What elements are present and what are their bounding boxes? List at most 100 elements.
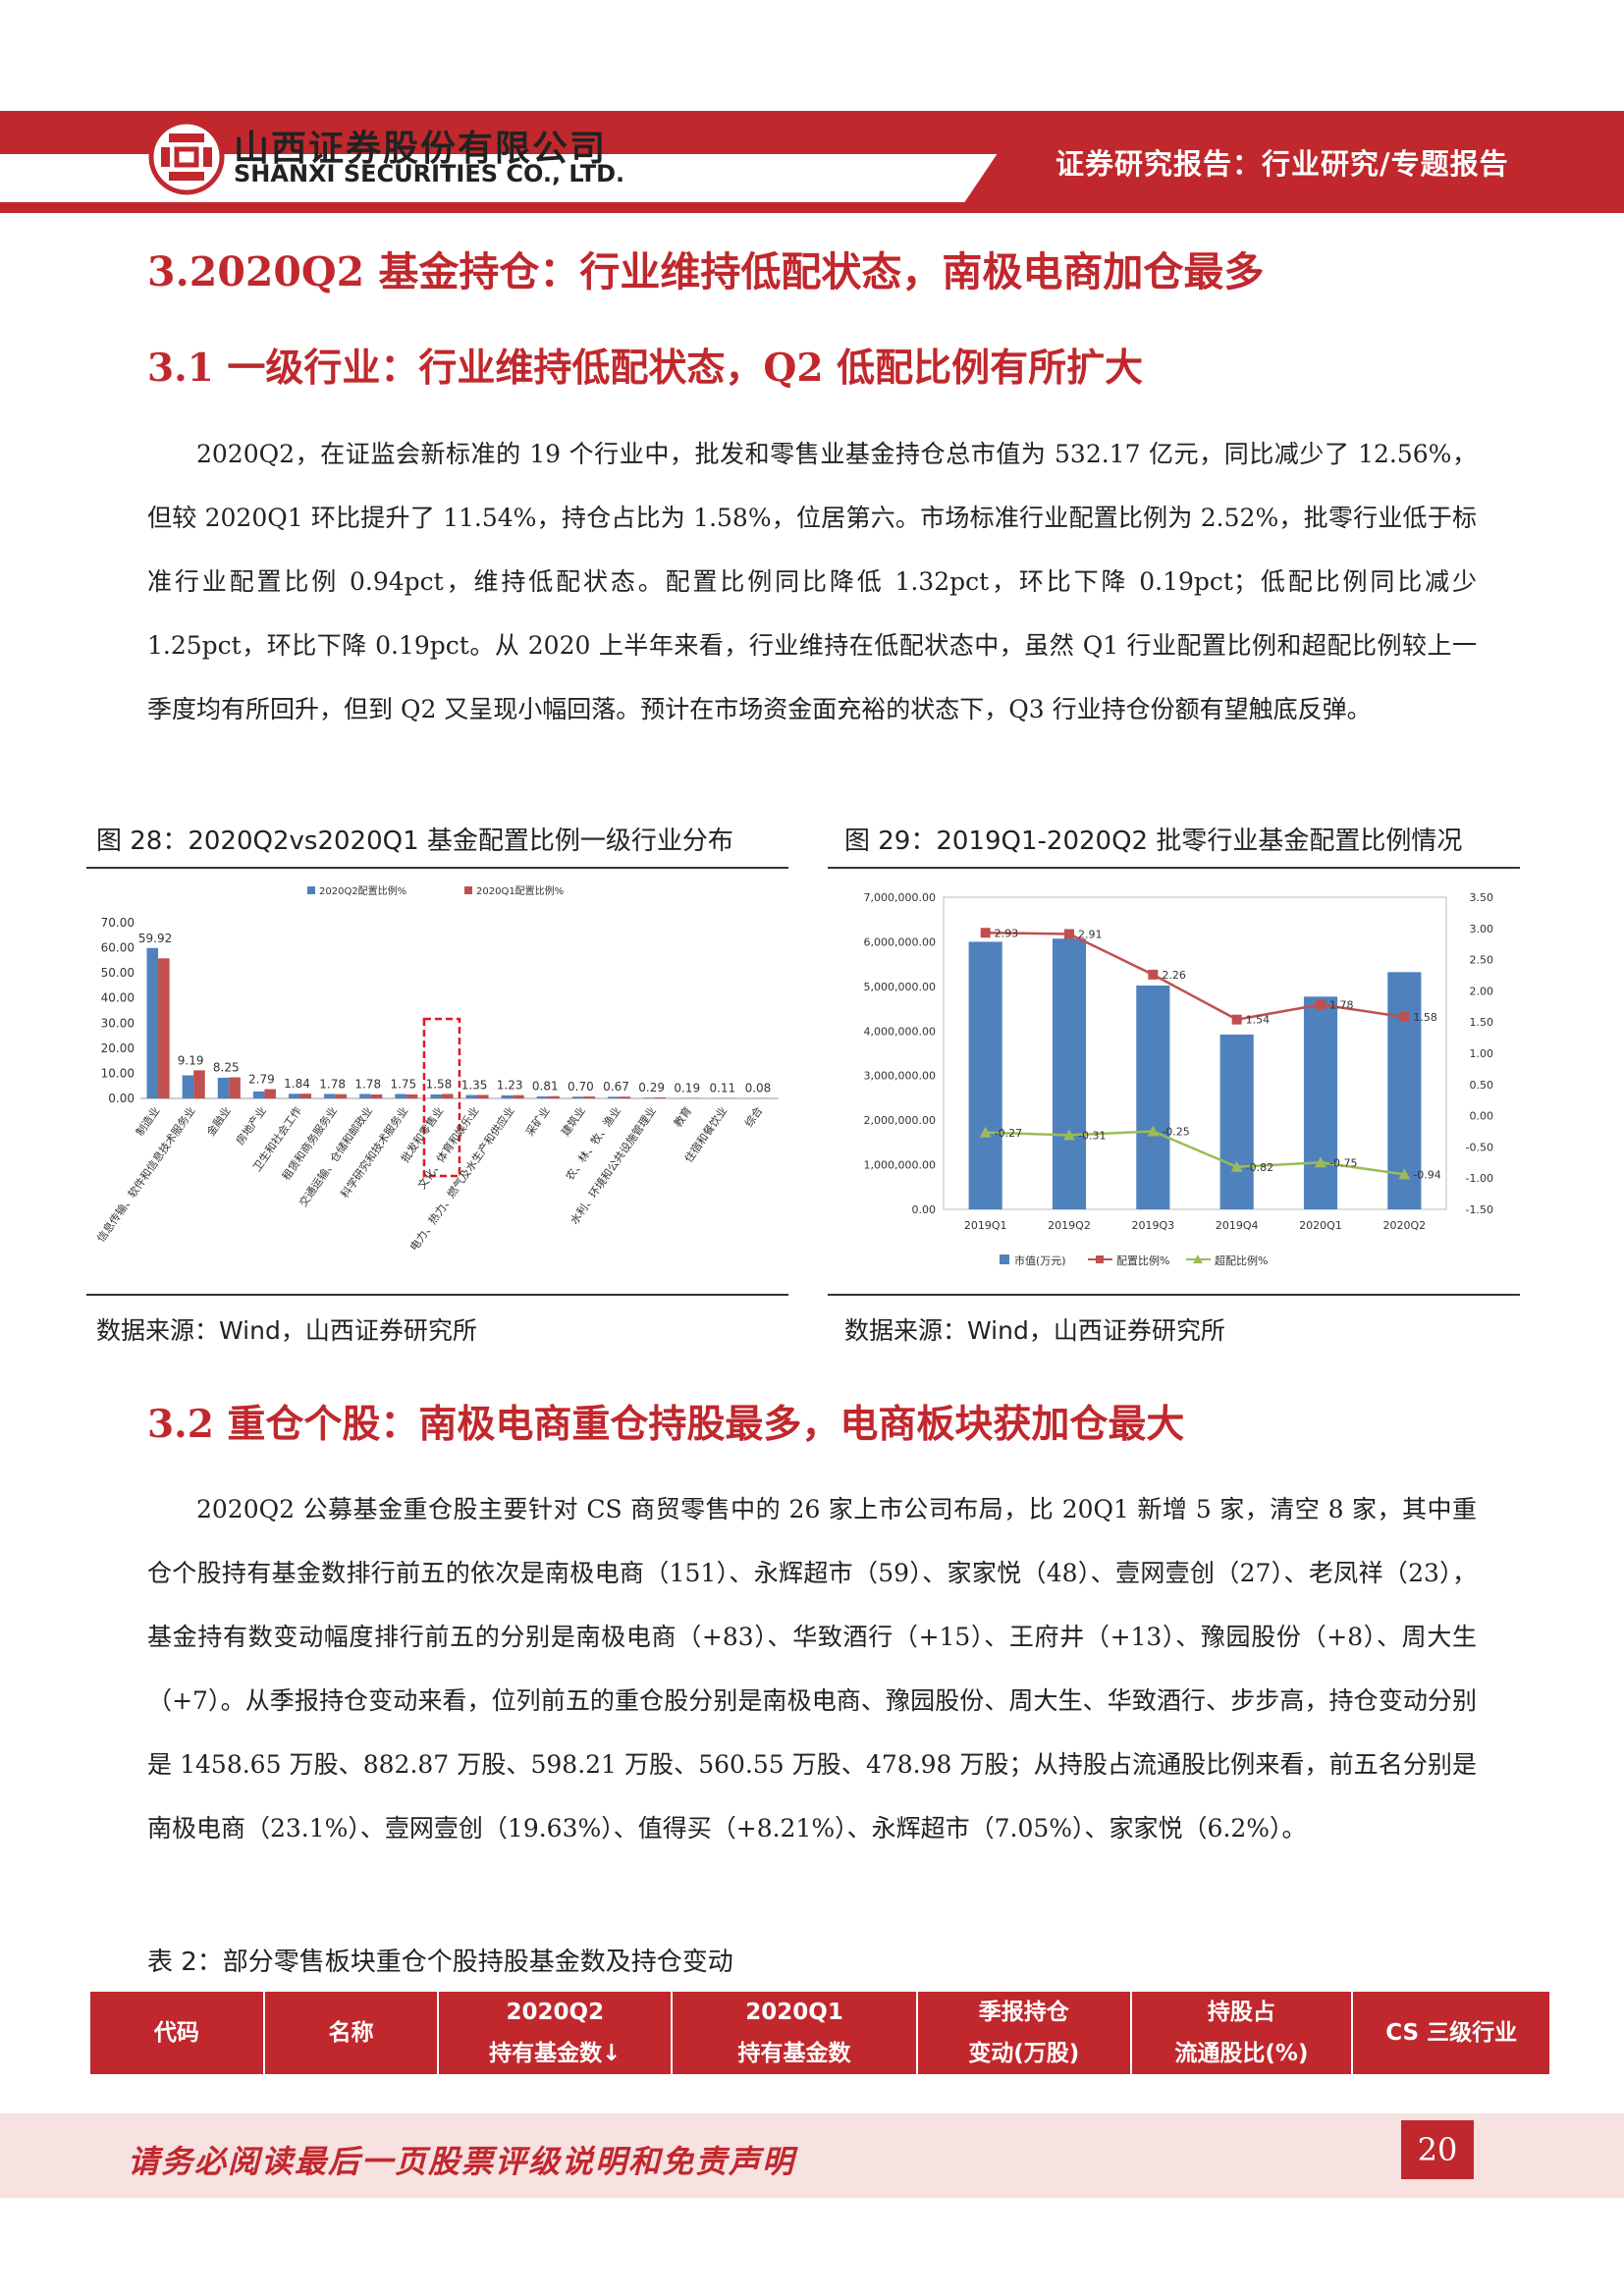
data-label: 1.75 <box>390 1078 416 1092</box>
header-cs-industry: CS 三级行业 <box>1351 1990 1551 2076</box>
section-title: 3.2020Q2 基金持仓：行业维持低配状态，南极电商加仓最多 <box>147 248 1265 295</box>
data-label: 1.78 <box>354 1077 381 1091</box>
series-line <box>985 932 1405 1021</box>
bar <box>689 1097 702 1098</box>
plot-area <box>943 896 1447 1210</box>
y-tick-label: 0.00 <box>108 1092 135 1105</box>
table2-caption: 表 2：部分零售板块重仓个股持股基金数及持仓变动 <box>147 1948 733 1977</box>
y-tick-label: 30.00 <box>101 1016 135 1030</box>
bar <box>182 1075 194 1098</box>
left-tick-label: 2,000,000.00 <box>864 1114 936 1127</box>
y-tick-label: 70.00 <box>101 916 135 930</box>
fig28-bottom-rule <box>86 1294 788 1296</box>
line-marker <box>1231 1014 1242 1025</box>
line-marker <box>1398 1168 1411 1180</box>
footer-disclaimer: 请务必阅读最后一页股票评级说明和免责声明 <box>128 2143 796 2180</box>
legend-label: 超配比例% <box>1215 1254 1268 1267</box>
bar <box>146 947 159 1098</box>
data-label: 8.25 <box>213 1061 240 1075</box>
bar <box>513 1095 524 1098</box>
right-tick-label: -0.50 <box>1466 1141 1493 1153</box>
bar <box>619 1096 631 1098</box>
data-label: 0.81 <box>532 1080 559 1094</box>
data-label: 9.19 <box>178 1053 204 1067</box>
bar <box>643 1097 655 1098</box>
bar <box>430 1094 442 1098</box>
bar <box>252 1091 265 1098</box>
bar <box>654 1096 667 1098</box>
header-strip <box>0 202 1624 213</box>
fig29-top-rule <box>828 867 1520 869</box>
line-marker <box>1064 929 1074 939</box>
subsection-title-3-2: 3.2 重仓个股：南极电商重仓持股最多，电商板块获加仓最大 <box>147 1402 1185 1447</box>
right-tick-label: 0.50 <box>1470 1079 1494 1092</box>
data-label: -0.31 <box>1078 1129 1106 1142</box>
data-label: -0.27 <box>995 1127 1022 1140</box>
category-label: 金融业 <box>203 1104 233 1139</box>
x-tick-label: 2020Q1 <box>1299 1219 1342 1232</box>
line-marker <box>1399 1012 1410 1023</box>
data-label: 2.93 <box>995 927 1018 939</box>
bar <box>465 1095 478 1098</box>
data-label: 0.70 <box>568 1080 594 1094</box>
line-marker <box>980 928 991 938</box>
company-logo-icon <box>148 119 225 195</box>
holdings-table: 代码 名称 2020Q2 持有基金数↓ 2020Q1 持有基金数 季报持仓 变动(万股… <box>88 1990 1551 2076</box>
subsection-title-3-1: 3.1 一级行业：行业维持低配状态，Q2 低配比例有所扩大 <box>147 346 1144 391</box>
category-label: 科学研究和技术服务业 <box>338 1104 411 1201</box>
x-tick-label: 2019Q1 <box>964 1219 1007 1232</box>
line-marker <box>1316 999 1326 1010</box>
y-tick-label: 10.00 <box>101 1066 135 1080</box>
left-tick-label: 6,000,000.00 <box>864 935 936 948</box>
data-label: 1.35 <box>461 1078 488 1092</box>
bar <box>607 1096 620 1098</box>
bar <box>1219 1034 1254 1209</box>
header-code: 代码 <box>88 1990 265 2076</box>
page-number: 20 <box>1401 2120 1474 2179</box>
header-change: 季报持仓 变动(万股) <box>915 1990 1132 2076</box>
data-label: 2.26 <box>1162 969 1186 982</box>
data-label: 0.67 <box>603 1080 629 1094</box>
fig29-bottom-rule <box>828 1294 1520 1296</box>
data-label: 0.08 <box>745 1082 772 1095</box>
bar <box>299 1094 312 1098</box>
line-marker <box>979 1126 992 1138</box>
legend-label: 配置比例% <box>1116 1254 1169 1267</box>
data-label: 1.84 <box>284 1077 310 1091</box>
left-tick-label: 1,000,000.00 <box>864 1159 936 1172</box>
legend-label: 2020Q1配置比例% <box>476 884 564 897</box>
bar <box>370 1094 383 1098</box>
line-marker <box>1230 1160 1243 1172</box>
bar <box>1303 996 1338 1209</box>
table-header-row: 代码 名称 2020Q2 持有基金数↓ 2020Q1 持有基金数 季报持仓 变动(万股… <box>88 1990 1551 2076</box>
data-label: -0.94 <box>1413 1168 1440 1181</box>
bar <box>229 1077 241 1098</box>
right-tick-label: 2.00 <box>1470 985 1494 997</box>
data-label: -0.25 <box>1162 1126 1189 1139</box>
bar <box>536 1095 549 1098</box>
bar <box>968 941 1002 1209</box>
line-marker <box>1315 1156 1326 1168</box>
left-tick-label: 3,000,000.00 <box>864 1070 936 1083</box>
data-label: 2.79 <box>248 1073 275 1087</box>
bar <box>441 1094 454 1098</box>
data-label: 1.78 <box>1329 998 1354 1011</box>
paragraph-3-1: 2020Q2，在证监会新标准的 19 个行业中，批发和零售业基金持仓总市值为 5… <box>147 440 1477 723</box>
line-marker <box>1063 1129 1075 1141</box>
left-tick-label: 0.00 <box>912 1203 937 1216</box>
highlight-box <box>422 1017 461 1178</box>
data-label: 1.58 <box>1413 1011 1437 1024</box>
data-label: -0.75 <box>1329 1156 1357 1169</box>
x-tick-label: 2019Q3 <box>1132 1219 1175 1232</box>
y-tick-label: 40.00 <box>101 991 135 1005</box>
left-tick-label: 5,000,000.00 <box>864 981 936 993</box>
series-line <box>985 1130 1405 1176</box>
data-label: 59.92 <box>138 932 172 945</box>
paragraph-3-2: 2020Q2 公募基金重仓股主要针对 CS 商贸零售中的 26 家上市公司布局，… <box>147 1495 1477 1842</box>
left-tick-label: 4,000,000.00 <box>864 1025 936 1038</box>
company-name-cn: 山西证券股份有限公司 <box>234 129 608 169</box>
right-tick-label: 1.00 <box>1470 1047 1494 1060</box>
category-label: 房地产业 <box>233 1104 269 1148</box>
bar <box>324 1094 336 1098</box>
line-marker <box>1148 969 1159 980</box>
